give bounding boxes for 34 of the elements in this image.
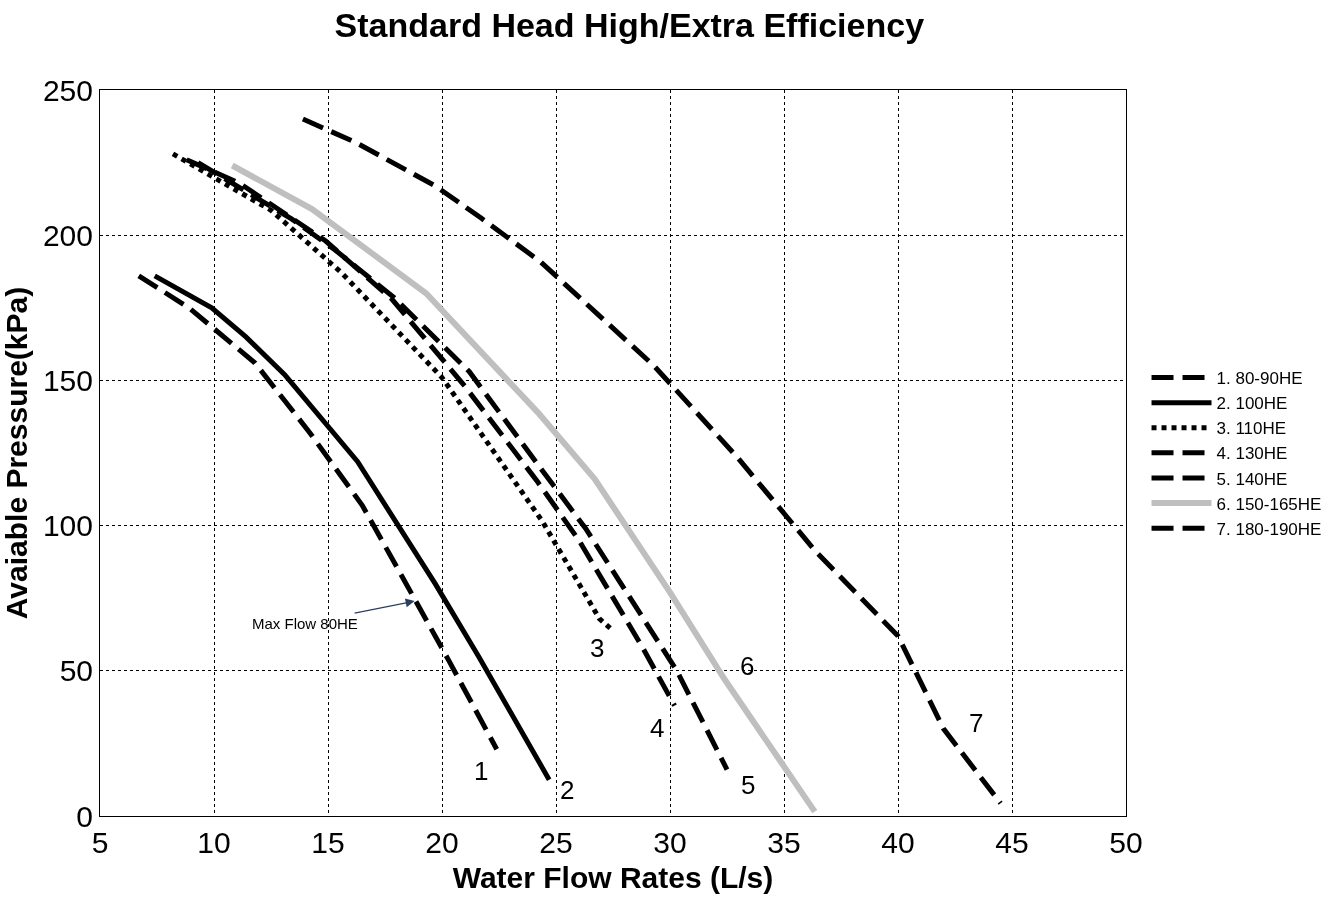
y-tick-label: 50 — [59, 654, 93, 688]
legend-label: 4. 130HE — [1216, 444, 1288, 464]
x-tick-label: 15 — [311, 826, 345, 859]
legend-label: 2. 100HE — [1216, 394, 1288, 414]
annotation: 1 — [474, 756, 489, 786]
x-tick-label: 10 — [197, 826, 231, 859]
y-tick-label: 0 — [76, 799, 93, 833]
y-tick-label: 250 — [42, 73, 93, 107]
x-tick-label: 5 — [91, 826, 109, 859]
x-axis-title: Water Flow Rates (L/s) — [452, 860, 774, 894]
legend-label: 6. 150-165HE — [1216, 494, 1322, 514]
annotation: Max Flow 80HE — [252, 615, 358, 632]
annotation: 5 — [741, 770, 756, 800]
y-tick-label: 100 — [42, 509, 93, 543]
x-tick-label: 35 — [767, 826, 801, 859]
legend-label: 3. 110HE — [1216, 419, 1287, 439]
y-axis-title: Avaiable Pressure(kPa) — [0, 286, 33, 620]
annotation: 6 — [740, 651, 755, 681]
x-tick-label: 30 — [653, 826, 687, 859]
y-tick-label: 150 — [42, 363, 93, 397]
legend-label: 7. 180-190HE — [1216, 519, 1322, 539]
legend-label: 5. 140HE — [1216, 469, 1288, 489]
x-tick-label: 20 — [425, 826, 459, 859]
annotation: 7 — [969, 708, 984, 738]
x-tick-label: 50 — [1109, 826, 1143, 859]
x-tick-label: 45 — [995, 826, 1029, 859]
annotation: 3 — [590, 633, 605, 663]
legend-label: 1. 80-90HE — [1216, 369, 1303, 389]
annotation: 2 — [560, 775, 575, 805]
x-tick-label: 40 — [881, 826, 915, 859]
x-tick-label: 25 — [539, 826, 573, 859]
annotation: 4 — [650, 713, 665, 743]
chart-title: Standard Head High/Extra Efficiency — [334, 6, 925, 45]
y-tick-label: 200 — [42, 218, 93, 252]
